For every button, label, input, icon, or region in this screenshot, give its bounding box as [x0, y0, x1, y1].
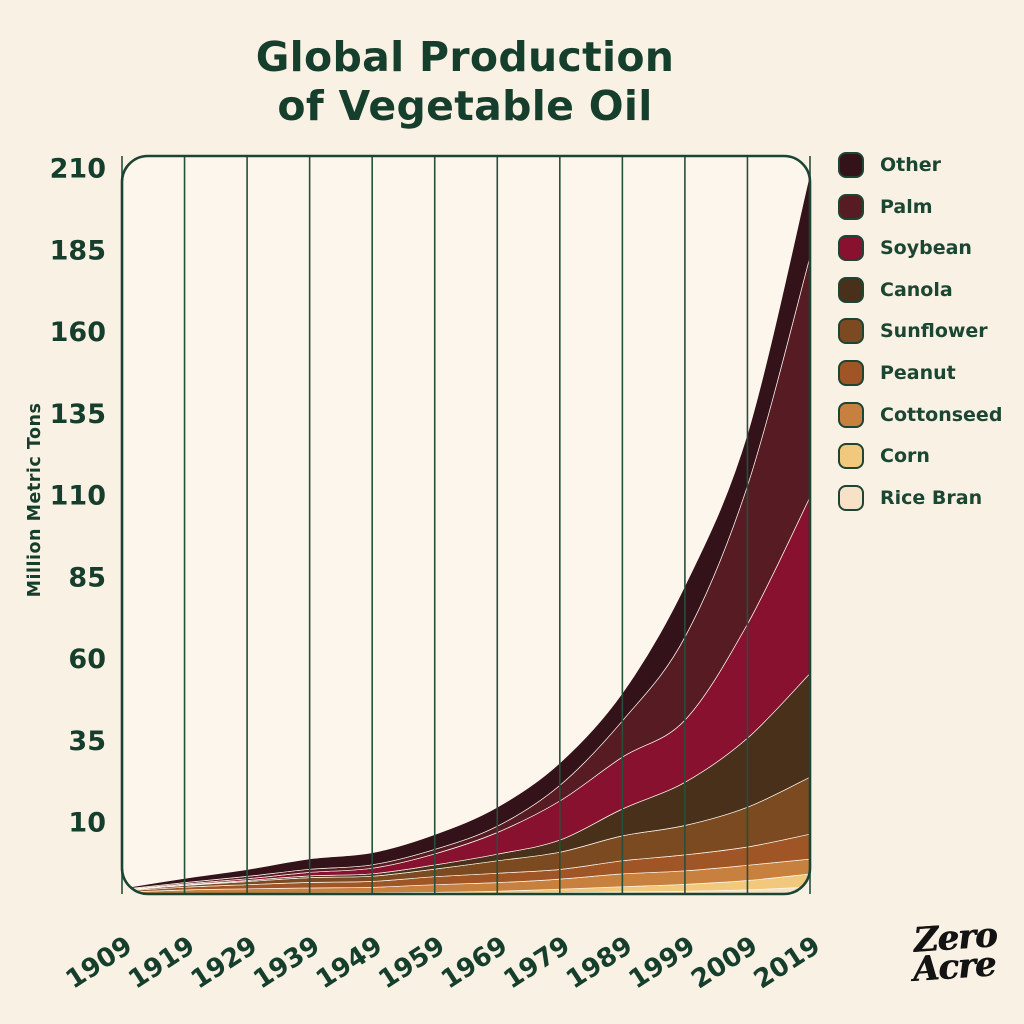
legend-swatch	[838, 152, 864, 178]
legend-item-canola: Canola	[838, 276, 1002, 303]
y-tick-label: 135	[50, 399, 106, 430]
legend-swatch	[838, 276, 864, 303]
y-axis-ticks: 210 185 160 135 110 85 60 35 10	[50, 154, 106, 839]
x-axis-ticks: 1909191919291939194919591969197919891999…	[61, 931, 826, 996]
legend-label: Other	[880, 154, 942, 176]
legend-swatch	[838, 401, 864, 428]
legend-label: Sunflower	[880, 320, 988, 343]
y-axis-label: Million Metric Tons	[25, 403, 45, 598]
legend-item-corn: Corn	[838, 443, 1002, 470]
x-tick-label: 1919	[123, 931, 200, 996]
legend-item-rice-bran: Rice Bran	[838, 484, 1002, 511]
y-tick-label: 160	[50, 317, 106, 348]
legend-label: Cottonseed	[880, 403, 1003, 426]
legend-swatch	[838, 484, 864, 511]
x-tick-label: 1939	[248, 931, 325, 996]
x-tick-label: 1969	[436, 931, 513, 996]
legend-label: Palm	[880, 195, 933, 218]
legend-swatch	[838, 193, 864, 220]
y-tick-label: 185	[50, 235, 106, 266]
title-line-1: Global Production	[255, 33, 675, 81]
y-tick-label: 10	[68, 808, 106, 839]
legend-item-palm: Palm	[838, 193, 1002, 220]
legend-label: Rice Bran	[880, 486, 983, 509]
y-tick-label: 110	[50, 481, 106, 512]
legend-swatch	[838, 359, 864, 386]
legend-label: Canola	[880, 278, 953, 301]
x-tick-label: 2009	[686, 931, 763, 996]
y-tick-label: 85	[68, 562, 106, 593]
y-tick-label: 60	[68, 644, 106, 675]
legend-item-other: Other	[838, 152, 1002, 178]
x-tick-label: 1929	[186, 931, 263, 996]
x-tick-label: 1909	[61, 931, 138, 996]
area-bands	[122, 173, 810, 894]
legend-label: Corn	[880, 445, 930, 468]
legend-item-soybean: Soybean	[838, 235, 1002, 262]
plot-border	[120, 154, 812, 896]
legend-item-sunflower: Sunflower	[838, 318, 1002, 345]
legend-swatch	[838, 235, 864, 262]
x-tick-label: 1979	[499, 931, 576, 996]
page-title: Global Production of Vegetable Oil	[60, 33, 870, 131]
x-tick-label: 1999	[624, 931, 701, 996]
legend-swatch	[838, 443, 864, 470]
legend-label: Peanut	[880, 361, 956, 384]
x-tick-label: 1989	[561, 931, 638, 996]
x-tick-label: 2019	[749, 931, 826, 996]
title-line-2: of Vegetable Oil	[277, 82, 653, 131]
x-tick-label: 1959	[374, 931, 451, 996]
legend-swatch	[838, 318, 864, 345]
zero-acre-logo: Zero Acre	[894, 915, 1018, 990]
legend-label: Soybean	[880, 237, 972, 260]
legend-item-peanut: Peanut	[838, 359, 1002, 386]
y-tick-label: 35	[68, 726, 106, 757]
band-other	[122, 173, 810, 890]
x-tick-label: 1949	[311, 931, 388, 996]
y-tick-label: 210	[50, 154, 106, 185]
legend: Other Palm Soybean Canola Sunflower Peanut Cot…	[838, 152, 1002, 526]
legend-item-cottonseed: Cottonseed	[838, 401, 1003, 428]
